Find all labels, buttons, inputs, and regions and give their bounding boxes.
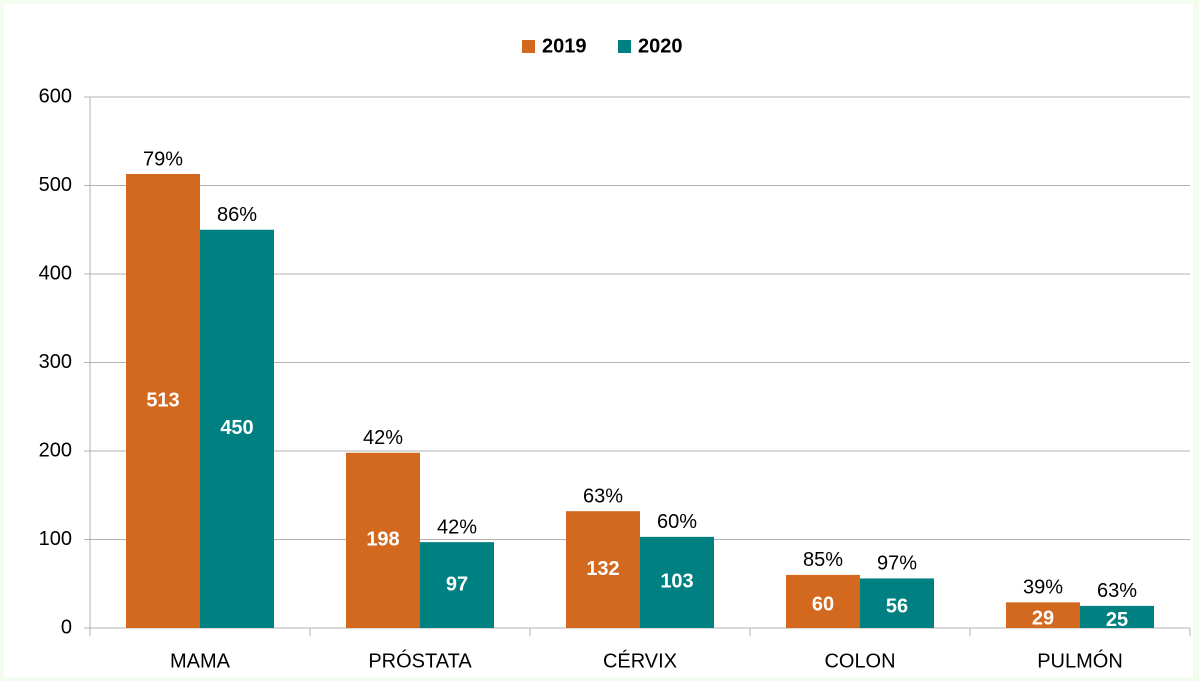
annotation: 39% bbox=[1023, 577, 1063, 599]
value-label: 450 bbox=[220, 417, 253, 439]
value-label: 97 bbox=[446, 573, 468, 595]
x-tick-label: PULMÓN bbox=[1037, 649, 1123, 672]
bar bbox=[1080, 605, 1154, 628]
bar bbox=[566, 511, 640, 628]
y-tick-label: 0 bbox=[61, 616, 72, 638]
x-tick-label: MAMA bbox=[170, 650, 231, 672]
bar bbox=[860, 578, 934, 628]
bar bbox=[200, 229, 274, 628]
legend-swatch bbox=[522, 40, 535, 53]
value-label: 513 bbox=[146, 389, 179, 411]
annotation: 79% bbox=[143, 148, 183, 170]
bar bbox=[420, 542, 494, 628]
value-label: 56 bbox=[886, 596, 908, 618]
bar bbox=[786, 574, 860, 628]
value-label: 103 bbox=[660, 571, 693, 593]
annotation: 60% bbox=[657, 511, 697, 533]
value-label: 198 bbox=[366, 529, 399, 551]
annotation: 97% bbox=[877, 553, 917, 575]
y-tick-label: 200 bbox=[39, 439, 72, 461]
annotation: 85% bbox=[803, 549, 843, 571]
y-tick-label: 300 bbox=[39, 351, 72, 373]
bar bbox=[346, 452, 420, 628]
annotation: 86% bbox=[217, 204, 257, 226]
legend-label: 2019 bbox=[542, 35, 587, 57]
bar bbox=[1006, 602, 1080, 628]
y-tick-label: 100 bbox=[39, 528, 72, 550]
y-tick-label: 500 bbox=[39, 174, 72, 196]
value-label: 25 bbox=[1106, 609, 1128, 631]
value-label: 132 bbox=[586, 558, 619, 580]
annotation: 42% bbox=[363, 427, 403, 449]
value-label: 60 bbox=[812, 594, 834, 616]
x-tick-label: COLON bbox=[824, 650, 895, 672]
legend-label: 2020 bbox=[638, 35, 683, 57]
annotation: 63% bbox=[583, 485, 623, 507]
annotation: 63% bbox=[1097, 580, 1137, 602]
x-tick-label: PRÓSTATA bbox=[368, 649, 472, 672]
annotation: 42% bbox=[437, 516, 477, 538]
bar bbox=[126, 173, 200, 628]
legend-swatch bbox=[618, 40, 631, 53]
value-label: 29 bbox=[1032, 607, 1054, 629]
y-tick-label: 400 bbox=[39, 262, 72, 284]
y-tick-label: 600 bbox=[39, 85, 72, 107]
bar bbox=[640, 536, 714, 628]
x-tick-label: CÉRVIX bbox=[603, 649, 677, 672]
